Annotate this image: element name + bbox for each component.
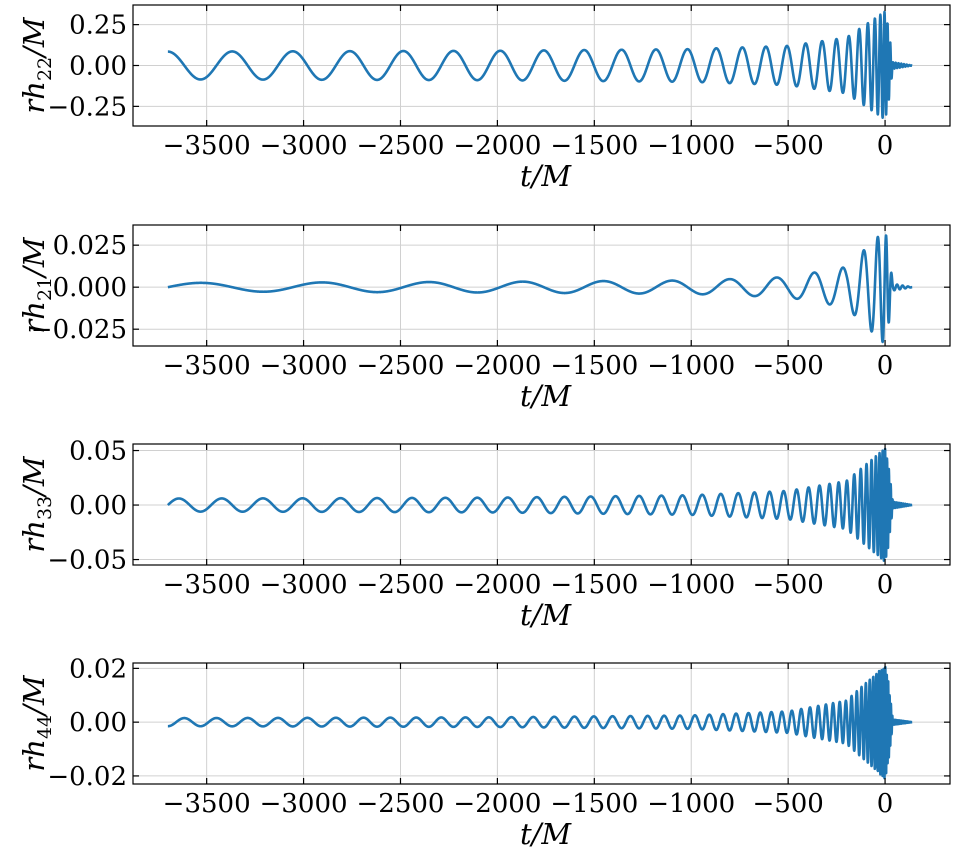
x-axis-label: t/M xyxy=(520,598,572,632)
x-tick-label: 0 xyxy=(877,351,894,381)
x-tick-label: −3000 xyxy=(260,570,348,600)
x-tick-label: −500 xyxy=(752,131,823,161)
x-tick-label: −2500 xyxy=(357,789,445,819)
x-axis-label: t/M xyxy=(520,379,572,413)
x-tick-label: −1500 xyxy=(550,351,638,381)
y-tick-label: 0.00 xyxy=(69,708,127,738)
x-tick-label: −1000 xyxy=(647,351,735,381)
x-tick-label: −2000 xyxy=(453,351,541,381)
y-tick-label: 0.00 xyxy=(69,52,127,82)
y-tick-label: 0.02 xyxy=(69,654,127,684)
x-tick-label: −500 xyxy=(752,351,823,381)
y-tick-label: −0.02 xyxy=(47,762,127,792)
x-tick-label: −3500 xyxy=(163,131,251,161)
x-tick-label: −3500 xyxy=(163,351,251,381)
x-tick-label: −2000 xyxy=(453,570,541,600)
x-tick-label: −2000 xyxy=(453,131,541,161)
x-tick-label: −2000 xyxy=(453,789,541,819)
waveform-line xyxy=(166,234,914,344)
plot-frame xyxy=(132,662,951,785)
x-tick-label: −500 xyxy=(752,570,823,600)
x-tick-label: −1000 xyxy=(647,131,735,161)
x-tick-label: −500 xyxy=(752,789,823,819)
x-axis-label: t/M xyxy=(520,817,572,851)
panel-2: −3500 −3000 −2500 −2000 −1500 −1000 −500 0 0.025… xyxy=(17,224,951,413)
y-tick-label: 0.000 xyxy=(53,273,127,303)
y-tick-label: 0.25 xyxy=(69,11,127,41)
y-axis-label: rh22/M xyxy=(17,16,56,114)
panel-4: −3500 −3000 −2500 −2000 −1500 −1000 −500 0 0.02 0… xyxy=(17,654,951,851)
x-tick-label: −1000 xyxy=(647,570,735,600)
plot-frame xyxy=(132,224,951,347)
x-tick-label: 0 xyxy=(877,570,894,600)
x-tick-label: −3000 xyxy=(260,131,348,161)
panel-3: −3500 −3000 −2500 −2000 −1500 −1000 −500 0 0.05 0… xyxy=(17,437,951,632)
y-tick-label: 0.05 xyxy=(69,437,127,467)
panel-1: −3500 −3000 −2500 −2000 −1500 −1000 −500 0 0.25 0… xyxy=(17,4,951,193)
y-tick-label: 0.00 xyxy=(69,491,127,521)
y-axis-label: rh21/M xyxy=(17,236,56,334)
y-tick-label: 0.025 xyxy=(53,231,127,261)
x-axis-label: t/M xyxy=(520,159,572,193)
x-tick-label: −2500 xyxy=(357,570,445,600)
y-tick-label: −0.25 xyxy=(47,92,127,122)
x-tick-label: −3500 xyxy=(163,570,251,600)
x-tick-label: −1500 xyxy=(550,131,638,161)
x-tick-label: −1500 xyxy=(550,570,638,600)
y-axis-label: rh44/M xyxy=(17,674,56,772)
x-tick-label: −3500 xyxy=(163,789,251,819)
y-tick-label: −0.05 xyxy=(47,546,127,576)
waveform-line xyxy=(166,447,914,562)
y-tick-label: −0.025 xyxy=(31,315,127,345)
x-tick-label: −1000 xyxy=(647,789,735,819)
y-axis-label: rh33/M xyxy=(17,455,56,553)
x-tick-label: −2500 xyxy=(357,131,445,161)
x-tick-label: 0 xyxy=(877,789,894,819)
waveform-line xyxy=(166,665,914,780)
x-tick-label: −3000 xyxy=(260,351,348,381)
waveform-line xyxy=(166,10,914,120)
x-tick-label: −1500 xyxy=(550,789,638,819)
x-tick-label: −2500 xyxy=(357,351,445,381)
x-tick-label: 0 xyxy=(877,131,894,161)
x-tick-label: −3000 xyxy=(260,789,348,819)
